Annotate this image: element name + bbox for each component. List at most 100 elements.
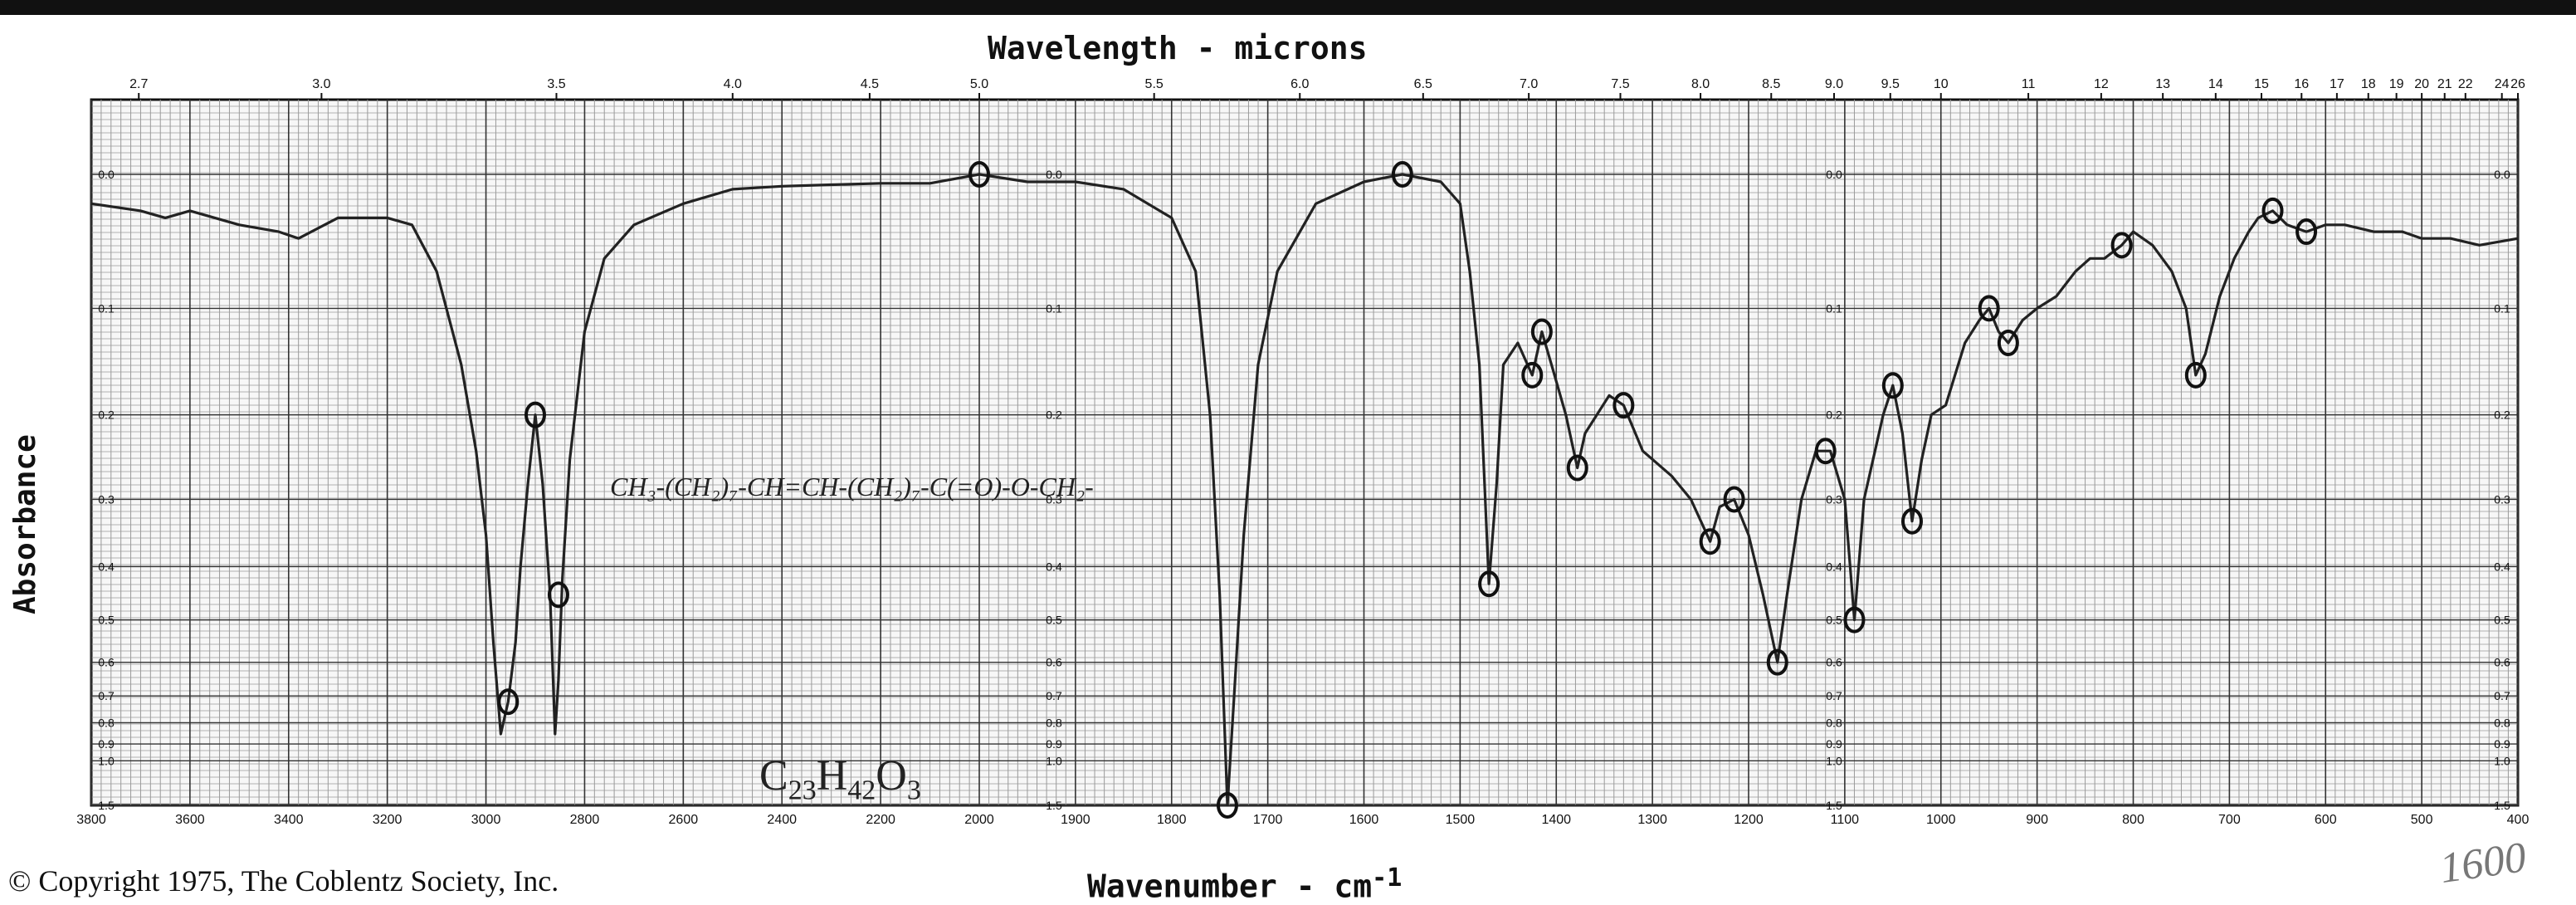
peak-marker: [2184, 361, 2207, 389]
peak-marker: [1478, 570, 1500, 598]
x-tick-label-wavenumber: 1200: [1734, 813, 1764, 827]
x-tick-label-wavenumber: 700: [2218, 813, 2241, 827]
x-tick-label-wavenumber: 1600: [1349, 813, 1379, 827]
copyright-notice: © Copyright 1975, The Coblentz Society, …: [8, 864, 559, 898]
y-tick-label: 0.1: [2494, 301, 2510, 315]
x-tick-label-wavenumber: 500: [2411, 813, 2433, 827]
x-tick-label-wavenumber: 1900: [1061, 813, 1090, 827]
y-tick-label: 0.6: [1046, 656, 1062, 669]
y-axis-label: Absorbance: [8, 434, 42, 614]
y-tick-label: 1.0: [98, 754, 115, 767]
y-tick-label: 0.7: [1826, 689, 1842, 702]
y-tick-label: 0.6: [2494, 656, 2510, 669]
x-tick-label-micron: 9.0: [1825, 77, 1843, 91]
x-tick-label-micron: 7.5: [1611, 77, 1629, 91]
y-tick-label: 0.4: [2494, 560, 2510, 573]
y-tick-label: 0.3: [1826, 492, 1842, 506]
formula-c-count: 23: [788, 775, 817, 806]
x-tick-label-micron: 24: [2495, 77, 2510, 91]
x-tick-label-micron: 21: [2437, 77, 2452, 91]
y-tick-label: 0.7: [2494, 689, 2510, 702]
x-tick-label-micron: 2.7: [129, 77, 148, 91]
chart-title: Wavelength - microns: [988, 30, 1368, 66]
peak-marker: [2110, 232, 2133, 259]
x-tick-label-micron: 8.5: [1762, 77, 1780, 91]
x-tick-label-micron: 5.0: [970, 77, 988, 91]
y-tick-label: 0.9: [1046, 737, 1062, 751]
y-tick-label: 0.2: [1046, 408, 1062, 422]
x-tick-label-micron: 5.5: [1145, 77, 1164, 91]
peak-marker: [1900, 507, 1923, 535]
x-tick-label-micron: 4.0: [724, 77, 742, 91]
x-tick-label-micron: 9.5: [1881, 77, 1900, 91]
peak-marker: [1766, 648, 1788, 676]
y-tick-label: 0.1: [98, 301, 115, 315]
y-tick-label: 0.4: [1046, 560, 1062, 573]
y-tick-label: 1.5: [2494, 799, 2510, 812]
plot-frame: [90, 98, 2520, 807]
x-tick-label-wavenumber: 2600: [669, 813, 699, 827]
y-tick-label: 0.5: [98, 614, 115, 627]
y-tick-label: 0.2: [1826, 408, 1842, 422]
x-tick-label-micron: 18: [2361, 77, 2376, 91]
x-tick-label-wavenumber: 2800: [570, 813, 600, 827]
y-tick-label: 0.0: [1826, 168, 1842, 181]
x-tick-label-wavenumber: 3800: [76, 813, 106, 827]
y-tick-label: 0.8: [2494, 716, 2510, 729]
y-tick-label: 0.7: [98, 689, 115, 702]
y-tick-label: 0.9: [2494, 737, 2510, 751]
x-tick-label-micron: 11: [2022, 77, 2036, 91]
x-tick-label-micron: 6.0: [1290, 77, 1309, 91]
x-tick-label-wavenumber: 2200: [866, 813, 895, 827]
x-tick-label-wavenumber: 2000: [964, 813, 994, 827]
y-tick-label: 0.3: [2494, 492, 2510, 506]
y-tick-label: 0.5: [1046, 614, 1062, 627]
formula-c-label: C: [759, 752, 788, 800]
y-tick-label: 0.6: [1826, 656, 1842, 669]
x-tick-label-micron: 3.5: [547, 77, 565, 91]
peak-marker: [1997, 330, 2019, 357]
x-tick-label-wavenumber: 1800: [1157, 813, 1187, 827]
x-tick-label-wavenumber: 1400: [1541, 813, 1571, 827]
formula-o-count: 3: [906, 775, 921, 806]
peak-marker: [1566, 454, 1588, 482]
x-tick-label-wavenumber: 3400: [274, 813, 304, 827]
x-tick-label-micron: 15: [2254, 77, 2269, 91]
y-tick-label: 0.1: [1046, 301, 1062, 315]
x-tick-label-micron: 6.5: [1414, 77, 1432, 91]
y-tick-label: 0.5: [1826, 614, 1842, 627]
x-tick-label-micron: 7.0: [1520, 77, 1538, 91]
peak-marker: [1881, 372, 1904, 399]
y-tick-label: 0.9: [98, 737, 115, 751]
y-tick-label: 0.2: [98, 408, 115, 422]
y-tick-label: 0.5: [2494, 614, 2510, 627]
x-axis-label-superscript: -1: [1372, 863, 1403, 893]
peak-marker: [1216, 792, 1238, 819]
y-tick-label: 0.6: [98, 656, 115, 669]
top-border: [0, 0, 2576, 15]
formula-h-label: H: [816, 752, 848, 800]
x-tick-label-micron: 22: [2458, 77, 2473, 91]
y-tick-label: 1.0: [1826, 754, 1842, 767]
y-tick-label: 1.0: [2494, 754, 2510, 767]
y-tick-label: 0.3: [1046, 492, 1062, 506]
peak-marker: [524, 401, 546, 428]
x-tick-label-micron: 10: [1934, 77, 1949, 91]
x-tick-label-wavenumber: 1500: [1446, 813, 1476, 827]
y-tick-label: 1.5: [98, 799, 115, 812]
x-tick-label-micron: 13: [2155, 77, 2170, 91]
x-tick-label-micron: 3.0: [312, 77, 330, 91]
x-axis-label-text: Wavenumber - cm: [1087, 868, 1373, 905]
x-tick-label-wavenumber: 900: [2026, 813, 2048, 827]
x-tick-label-micron: 14: [2208, 77, 2223, 91]
molecular-formula: C23H42O3: [759, 751, 921, 806]
peak-marker: [497, 688, 520, 716]
x-tick-label-wavenumber: 1000: [1926, 813, 1956, 827]
peak-marker: [1723, 486, 1745, 513]
peak-marker: [968, 161, 990, 188]
x-tick-label-micron: 16: [2294, 77, 2309, 91]
peak-marker: [1978, 295, 2000, 322]
x-tick-label-micron: 17: [2330, 77, 2344, 91]
